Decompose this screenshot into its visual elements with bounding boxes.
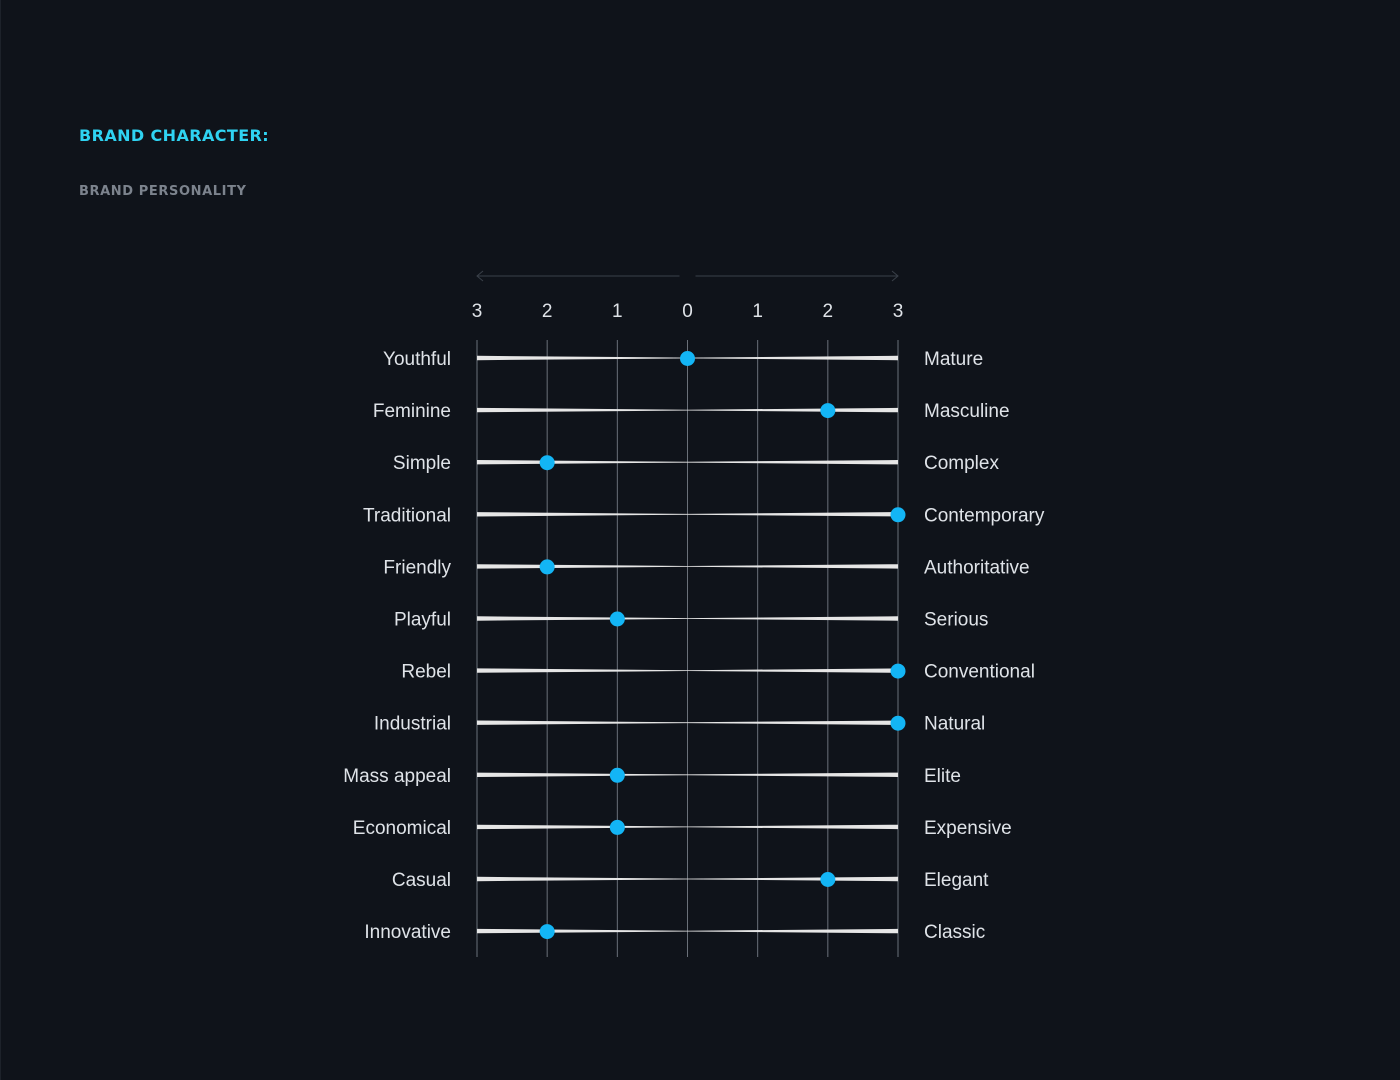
trait-marker <box>539 559 555 575</box>
page-title: BRAND CHARACTER: <box>79 126 270 145</box>
tick-label: 1 <box>612 301 623 322</box>
right-arrow-icon <box>891 270 899 282</box>
tick-label: 2 <box>823 301 834 322</box>
scale-track <box>477 564 898 569</box>
left-trait-label: Rebel <box>401 662 451 683</box>
right-trait-label: Masculine <box>924 401 1010 422</box>
trait-marker <box>680 351 695 366</box>
trait-marker <box>539 924 555 940</box>
right-trait-label: Authoritative <box>924 557 1030 578</box>
right-trait-label: Elegant <box>924 870 989 891</box>
trait-marker <box>820 872 836 887</box>
left-arrow-icon <box>476 270 484 282</box>
right-trait-label: Conventional <box>924 662 1035 683</box>
tick-label: 3 <box>893 301 904 322</box>
right-trait-label: Natural <box>924 714 985 735</box>
trait-marker <box>890 715 906 731</box>
left-trait-label: Feminine <box>373 401 451 422</box>
tick-label: 3 <box>472 301 483 322</box>
right-trait-label: Mature <box>924 349 983 370</box>
left-trait-label: Friendly <box>383 557 451 578</box>
right-trait-label: Elite <box>924 766 961 787</box>
scale-track <box>477 876 898 882</box>
left-trait-label: Casual <box>392 870 451 891</box>
scale-track <box>477 668 898 673</box>
left-trait-label: Playful <box>394 610 451 631</box>
left-trait-label: Economical <box>353 818 451 839</box>
left-trait-label: Innovative <box>364 922 451 943</box>
tick-label: 0 <box>682 301 693 322</box>
right-trait-label: Expensive <box>924 818 1012 839</box>
left-trait-label: Youthful <box>383 349 451 370</box>
scale-track <box>477 772 898 777</box>
scale-track <box>477 512 898 517</box>
scale-track <box>477 460 898 465</box>
trait-marker <box>609 819 625 835</box>
trait-marker <box>539 455 555 471</box>
left-trait-label: Mass appeal <box>343 766 451 787</box>
left-trait-label: Industrial <box>374 714 451 735</box>
left-trait-label: Traditional <box>363 505 451 526</box>
scale-track <box>477 824 898 830</box>
scale-track <box>477 616 898 621</box>
trait-marker <box>609 767 625 783</box>
trait-marker <box>609 611 625 627</box>
right-trait-label: Classic <box>924 922 985 943</box>
scale-track <box>477 407 898 413</box>
tick-label: 2 <box>542 301 553 322</box>
right-trait-label: Serious <box>924 610 988 631</box>
left-trait-label: Simple <box>393 453 451 474</box>
scale-track <box>477 720 898 725</box>
right-trait-label: Complex <box>924 453 999 474</box>
scale-track <box>477 928 898 934</box>
right-trait-label: Contemporary <box>924 505 1045 526</box>
page-subtitle: BRAND PERSONALITY <box>79 184 247 199</box>
trait-marker <box>820 403 836 419</box>
trait-marker <box>890 663 906 679</box>
trait-marker <box>890 507 906 523</box>
tick-label: 1 <box>752 301 763 322</box>
